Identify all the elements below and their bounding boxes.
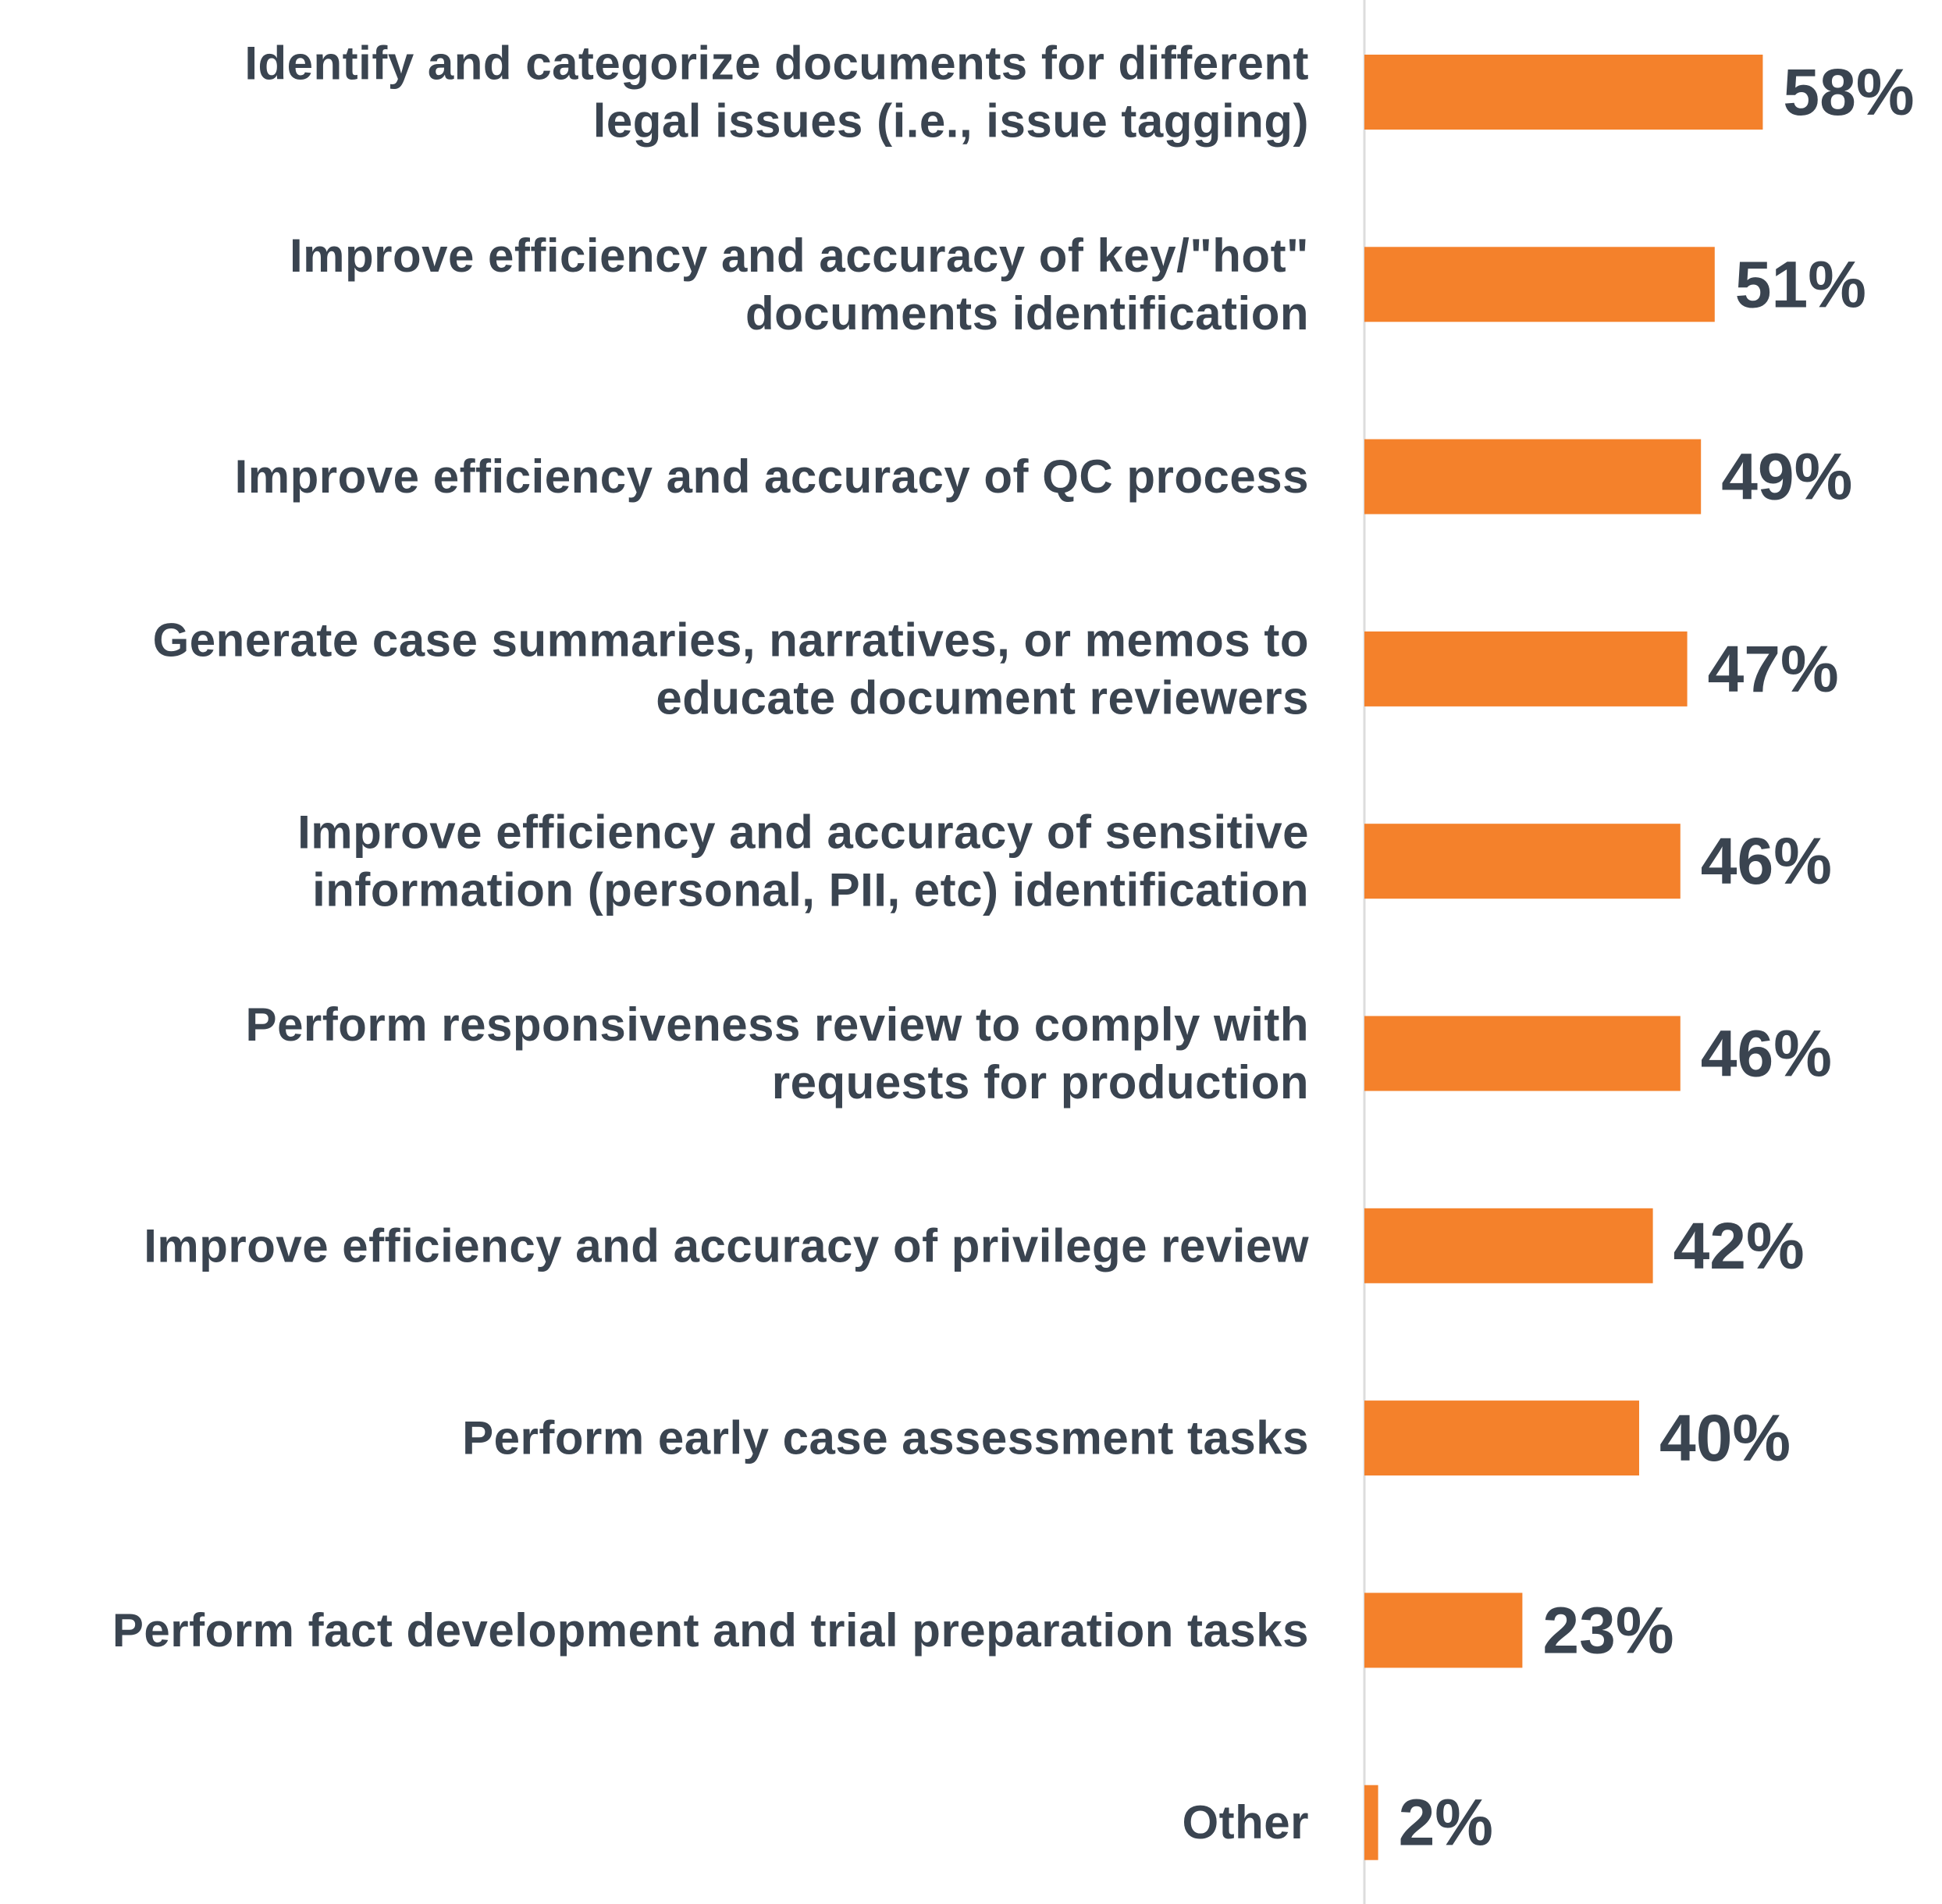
category-label-line: Other bbox=[1182, 1796, 1309, 1849]
bar-value-label: 46% bbox=[1701, 1017, 1832, 1091]
category-label-line: Perform early case assessment tasks bbox=[462, 1412, 1309, 1464]
value-labels-group: 58% 51% 49% 47% 46% 46% 42% 40% 23% 2% bbox=[1399, 55, 1915, 1860]
category-label-line: information (personal, PII, etc) identif… bbox=[312, 864, 1309, 916]
bar-value-label: 51% bbox=[1735, 247, 1866, 321]
category-label: Identify and categorize documents for di… bbox=[244, 37, 1309, 148]
category-label-line: Generate case summaries, narratives, or … bbox=[153, 614, 1309, 666]
category-label-line: Improve efficiency and accuracy of QC pr… bbox=[235, 450, 1309, 503]
category-label-line: Identify and categorize documents for di… bbox=[244, 37, 1309, 90]
category-label-line: educate document reviewers bbox=[656, 671, 1309, 724]
category-label-line: Improve efficiency and accuracy of key/"… bbox=[290, 230, 1309, 282]
category-label-line: Perform responsiveness review to comply … bbox=[246, 998, 1309, 1051]
category-label-line: Improve efficiency and accuracy of privi… bbox=[144, 1219, 1309, 1272]
bar bbox=[1364, 1208, 1653, 1283]
category-label-line: requests for production bbox=[772, 1056, 1309, 1109]
category-label: Other bbox=[1182, 1796, 1309, 1849]
category-label: Improve efficiency and accuracy of QC pr… bbox=[235, 450, 1309, 503]
bar bbox=[1364, 631, 1688, 706]
bar bbox=[1364, 1593, 1523, 1668]
bar bbox=[1364, 1785, 1378, 1860]
bar bbox=[1364, 55, 1763, 130]
category-label-line: documents identification bbox=[745, 287, 1309, 340]
category-label: Improve efficiency and accuracy of privi… bbox=[144, 1219, 1309, 1272]
bar bbox=[1364, 824, 1681, 899]
bar-value-label: 42% bbox=[1673, 1209, 1805, 1283]
bar-value-label: 47% bbox=[1708, 632, 1839, 706]
bar-value-label: 49% bbox=[1721, 440, 1852, 514]
category-label-line: legal issues (i.e., issue tagging) bbox=[593, 95, 1309, 148]
category-label-line: Improve efficiency and accuracy of sensi… bbox=[297, 806, 1309, 859]
bar-value-label: 23% bbox=[1542, 1593, 1673, 1667]
bars-group bbox=[1364, 55, 1763, 1860]
bar bbox=[1364, 439, 1702, 514]
bar bbox=[1364, 1400, 1639, 1476]
category-label: Perform early case assessment tasks bbox=[462, 1412, 1309, 1464]
bar-value-label: 40% bbox=[1659, 1401, 1791, 1475]
bar-value-label: 2% bbox=[1399, 1786, 1493, 1860]
category-labels-group: Identify and categorize documents for di… bbox=[112, 37, 1309, 1849]
bar bbox=[1364, 1016, 1681, 1091]
category-label: Perform responsiveness review to comply … bbox=[246, 998, 1309, 1109]
category-label: Perform fact development and trial prepa… bbox=[112, 1604, 1309, 1657]
bar bbox=[1364, 247, 1715, 322]
category-label: Improve efficiency and accuracy of key/"… bbox=[290, 230, 1309, 340]
category-label: Generate case summaries, narratives, or … bbox=[153, 614, 1309, 724]
bar-value-label: 46% bbox=[1701, 824, 1832, 898]
category-label: Improve efficiency and accuracy of sensi… bbox=[297, 806, 1309, 916]
category-label-line: Perform fact development and trial prepa… bbox=[112, 1604, 1309, 1657]
bar-value-label: 58% bbox=[1783, 55, 1914, 129]
